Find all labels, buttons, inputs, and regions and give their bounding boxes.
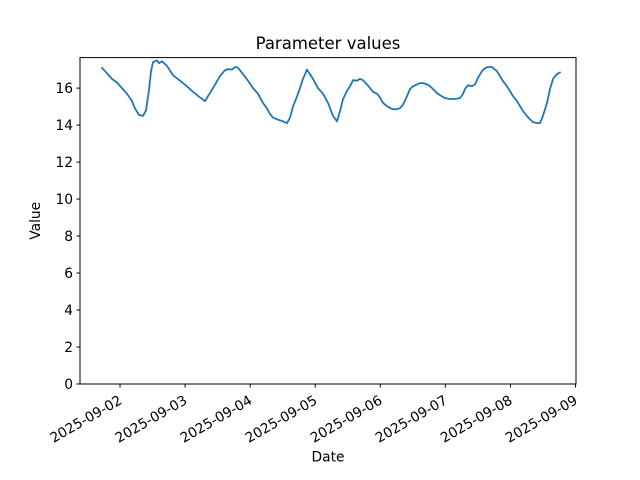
- x-tick-label: 2025-09-05: [243, 393, 320, 447]
- data-line: [101, 59, 561, 125]
- y-tick-label: 10: [55, 192, 73, 208]
- x-axis-label: Date: [312, 450, 345, 466]
- x-tick-label: 2025-09-08: [438, 393, 515, 447]
- y-axis-label: Value: [28, 202, 44, 240]
- x-tick-label: 2025-09-04: [178, 393, 255, 447]
- x-tick-label: 2025-09-07: [373, 393, 450, 447]
- y-axis-ticks: 0 2 4 6 8 10 12 14 16: [55, 81, 80, 393]
- x-tick-label: 2025-09-03: [113, 393, 190, 447]
- x-tick-label: 2025-09-02: [48, 393, 125, 447]
- x-tick-label: 2025-09-06: [308, 393, 385, 447]
- y-tick-label: 14: [55, 118, 73, 134]
- x-tick-label: 2025-09-09: [503, 393, 580, 447]
- x-axis-ticks: 2025-09-022025-09-032025-09-042025-09-05…: [48, 384, 580, 447]
- y-tick-label: 2: [64, 340, 73, 356]
- y-tick-label: 16: [55, 81, 73, 97]
- y-tick-label: 4: [64, 303, 73, 319]
- y-tick-label: 12: [55, 155, 73, 171]
- plot-area: [79, 57, 577, 385]
- y-tick-label: 8: [64, 229, 73, 245]
- y-tick-label: 6: [64, 266, 73, 282]
- y-tick-label: 0: [64, 377, 73, 393]
- chart-title: Parameter values: [256, 34, 401, 53]
